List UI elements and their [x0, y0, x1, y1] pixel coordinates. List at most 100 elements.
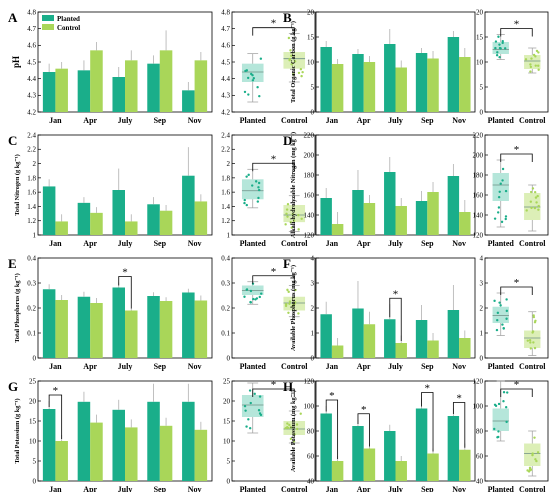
panel-c-box-point: [256, 200, 260, 203]
panel-f-bar-planted: [384, 319, 396, 358]
panel-b-box-point: [537, 51, 540, 54]
panel-h-box-sig-bracket: [500, 388, 533, 397]
panel-c-box-point: [297, 228, 300, 231]
panel-d-label: D: [283, 133, 292, 148]
panel-e-xtick-label: Apr: [83, 362, 97, 371]
panel-d-xtick-label: Sep: [421, 239, 434, 248]
panel-a-bar-ytick-label: 4.3: [27, 92, 36, 100]
panel-h-box-point: [502, 390, 506, 394]
panel-h-bar-planted: [384, 431, 396, 481]
panel-b-box-point: [529, 65, 533, 69]
panel-g-bar-control: [55, 441, 68, 481]
panel-h-box-point: [535, 459, 538, 463]
panel-d-box-planted: [492, 173, 509, 201]
panel-e-bar-ytick-label: 0.2: [27, 304, 36, 312]
panel-f-box-planted: [492, 306, 509, 323]
panel-d-bar-ytick-label: 140: [304, 211, 315, 219]
panel-b-xtick-label: Sep: [421, 116, 434, 125]
panel-a-box-point: [245, 69, 249, 72]
panel-g-box-point: [243, 404, 247, 408]
panel-g-box-planted: [241, 395, 264, 417]
panel-c-ylabel: Total Nitrogen (g kg⁻¹): [14, 154, 21, 215]
panel-d-bar-ytick-label: 220: [304, 131, 315, 139]
panel-h-bar-control: [363, 448, 376, 481]
panel-d-bar-ytick-label: 180: [304, 171, 315, 179]
panel-a-xtick-label: Apr: [83, 116, 97, 125]
panel-e-box-point: [284, 303, 288, 306]
panel-c-box-control: [283, 205, 306, 223]
panel-e-box-point: [294, 288, 297, 292]
panel-b-box-point: [494, 46, 497, 50]
panel-h-xtick-label: Apr: [357, 485, 371, 492]
panel-f-box-point: [496, 318, 499, 322]
panel-b-box-point: [529, 63, 532, 66]
panel-d-box-ytick-label: 140: [473, 211, 484, 219]
panel-g-bar-control: [125, 427, 138, 481]
panel-e-box-point: [288, 302, 291, 305]
panel-f-box-point: [533, 346, 537, 350]
panel-f-bar-ytick-label: 4: [311, 254, 315, 262]
panel-b-bar-ytick-label: 15: [307, 33, 315, 41]
panel-b-label: B: [283, 10, 292, 25]
panel-e-xtick-label: Jan: [49, 362, 62, 371]
panel-a-bar-control: [125, 60, 138, 112]
panel-f-box-ytick-label: 2: [480, 304, 484, 312]
panel-a-box-point: [292, 73, 295, 76]
panel-c-bar-ytick-label: 2.4: [27, 131, 36, 139]
panel-c-box-ytick-label: 1.4: [221, 203, 230, 211]
panel-d-box-point: [533, 206, 537, 210]
panel-d-bar-control: [395, 206, 407, 235]
panel-b-bar-control: [459, 57, 471, 112]
panel-d-box-point: [501, 179, 504, 182]
panel-f-box-point: [505, 298, 508, 301]
panel-a-bar-planted: [147, 63, 160, 112]
panel-d-box-point: [501, 167, 505, 171]
panel-d-box-point: [493, 217, 497, 220]
panel-e-label: E: [8, 256, 17, 271]
panel-f-box-point: [496, 311, 500, 315]
panel-b-bar-control: [363, 62, 376, 112]
panel-h-box-xtick-label: Control: [519, 485, 546, 492]
panel-a-box-ytick-label: 4.4: [221, 75, 230, 83]
panel-a-bar-control: [194, 60, 208, 112]
panel-c-box-point: [292, 219, 296, 222]
panel-d-box-point: [504, 189, 508, 193]
panel-b-box-ytick-label: 5: [480, 83, 484, 91]
panel-d-box-point: [498, 190, 501, 194]
panel-h-sig-bracket: [325, 399, 339, 459]
panel-h-sig-star: *: [425, 383, 431, 395]
panel-a-bar-ytick-label: 4.2: [27, 108, 36, 116]
panel-g-xtick-label: Apr: [83, 485, 97, 492]
panel-h-sig-star: *: [361, 404, 367, 416]
panel-g-box-ytick-label: 5: [227, 457, 231, 465]
panel-h-label: H: [283, 379, 293, 394]
panel-c-xtick-label: Nov: [188, 239, 202, 248]
panel-a-xtick-label: Nov: [188, 116, 202, 125]
panel-h-box-point: [526, 469, 529, 472]
panel-c-bar-control: [125, 221, 138, 235]
panel-h-box-point: [504, 406, 508, 409]
panel-c-box-sig-star: *: [271, 153, 277, 165]
panel-e-bar-ytick-label: 0: [33, 354, 37, 362]
panel-d-box-point: [537, 204, 540, 208]
panel-d-box-point: [533, 190, 537, 194]
panel-g-box-sig-star: *: [271, 379, 277, 391]
panel-e-box-point: [297, 312, 300, 315]
panel-f-sig-bracket: [389, 297, 402, 341]
panel-h-sig-star: *: [456, 393, 462, 405]
panel-b-bar-control: [331, 64, 344, 112]
panel-f-box-ytick-label: 3: [480, 279, 484, 287]
panel-c-box-point: [289, 221, 292, 224]
panel-e-bar-planted: [182, 292, 195, 358]
panel-h-box-point: [497, 430, 500, 433]
panel-c-bar-planted: [147, 204, 160, 235]
panel-g-box-sig-bracket: [252, 388, 295, 397]
panel-c-xtick-label: Jan: [49, 239, 62, 248]
panel-b-xtick-label: Apr: [357, 116, 371, 125]
panel-c-box-point: [285, 212, 288, 215]
panel-a-box-point: [290, 63, 293, 66]
panel-g-box-point: [258, 395, 262, 398]
panel-g-box-point: [248, 389, 252, 392]
panel-a-label: A: [8, 10, 18, 25]
legend-label-control: Control: [57, 24, 80, 32]
